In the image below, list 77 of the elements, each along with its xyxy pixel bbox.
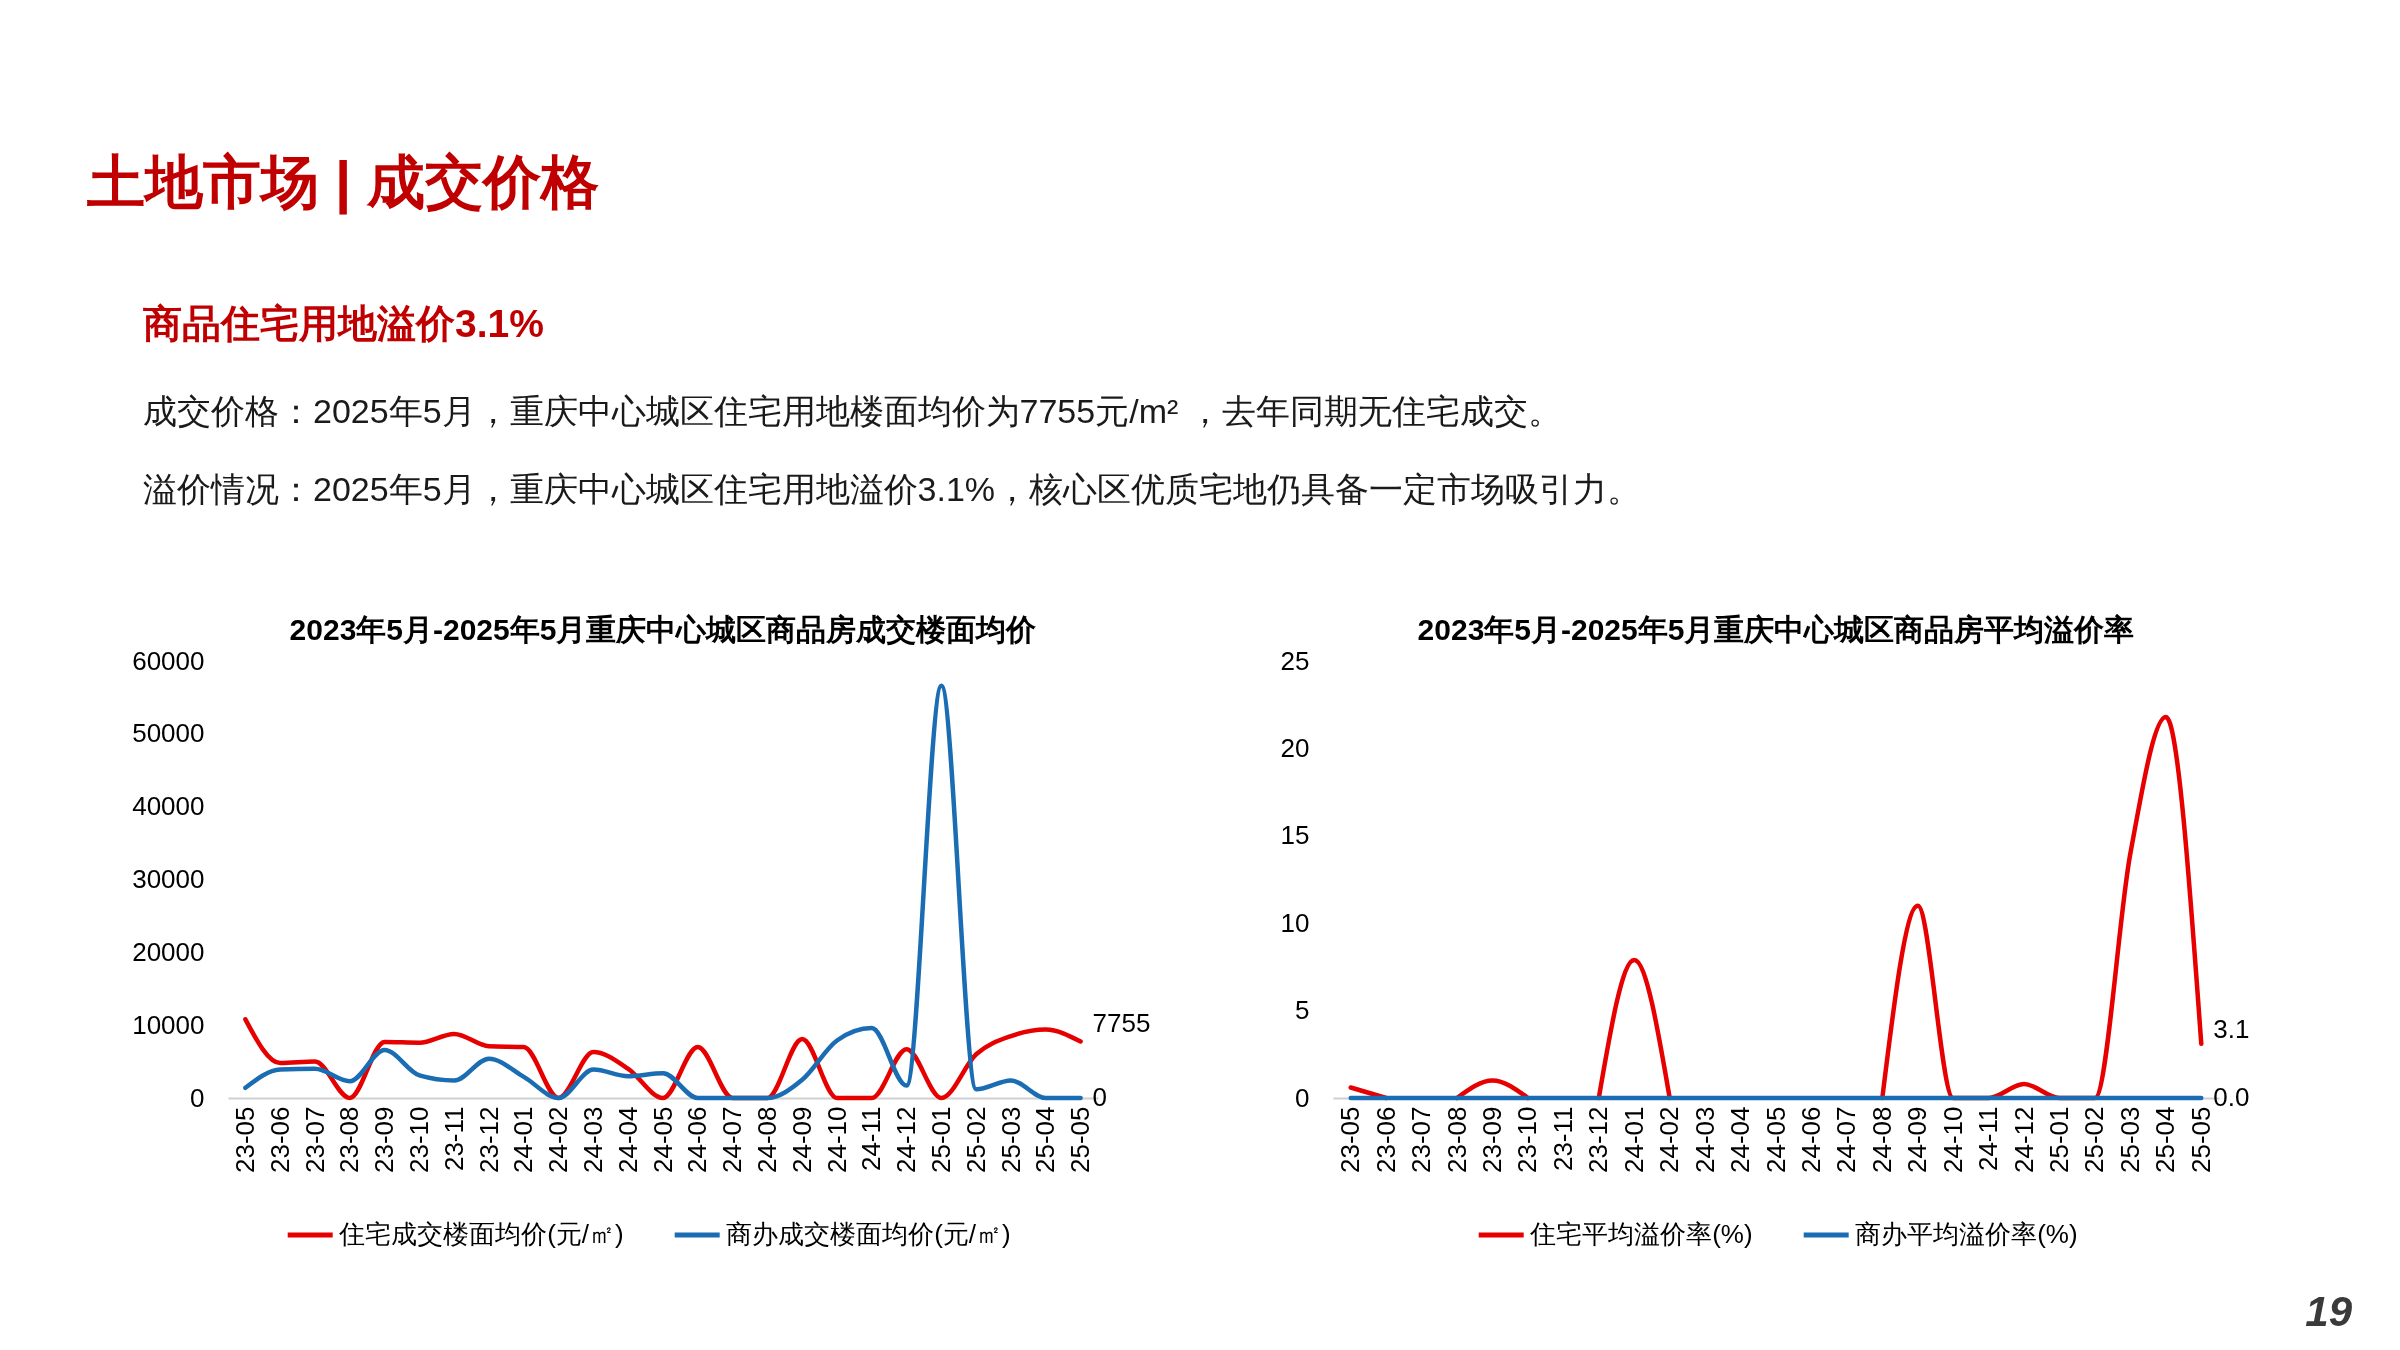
legend-label: 住宅平均溢价率(%) — [1529, 1219, 1753, 1249]
x-tick-label: 25-02 — [960, 1106, 991, 1173]
y-tick-label: 20000 — [132, 936, 205, 967]
x-tick-label: 23-06 — [1370, 1106, 1401, 1173]
y-tick-label: 10 — [1280, 907, 1310, 938]
data-label: 7755 — [1092, 1007, 1151, 1038]
x-tick-label: 25-03 — [2114, 1106, 2145, 1173]
x-tick-label: 24-02 — [543, 1106, 574, 1173]
y-tick-label: 5 — [1295, 995, 1310, 1026]
x-tick-label: 23-05 — [229, 1106, 260, 1173]
x-tick-label: 23-09 — [1476, 1106, 1507, 1173]
x-tick-label: 24-09 — [1902, 1106, 1933, 1173]
y-tick-label: 30000 — [132, 864, 205, 894]
x-tick-label: 24-04 — [612, 1106, 643, 1173]
x-tick-label: 24-08 — [751, 1106, 782, 1173]
y-tick-label: 15 — [1280, 820, 1310, 851]
x-tick-label: 24-05 — [1760, 1106, 1791, 1173]
x-tick-label: 23-08 — [334, 1106, 365, 1173]
y-tick-label: 10000 — [132, 1009, 205, 1040]
text: 成交价格：2025年5月，重庆中心城区住宅用地楼面均价为7755元/m² ，去年同期无住宅成交。 — [143, 392, 1562, 430]
x-tick-label: 24-07 — [717, 1106, 748, 1173]
text: 商品住宅用地溢价3.1% — [143, 302, 544, 345]
x-tick-label: 24-10 — [821, 1106, 852, 1173]
x-tick-label: 23-11 — [1547, 1106, 1578, 1172]
x-tick-label: 23-08 — [1441, 1106, 1472, 1173]
y-tick-label: 25 — [1280, 645, 1310, 676]
x-tick-label: 23-06 — [264, 1106, 295, 1173]
y-tick-label: 20 — [1280, 732, 1310, 763]
x-tick-label: 24-03 — [577, 1106, 608, 1173]
x-tick-label: 24-03 — [1689, 1106, 1720, 1173]
x-tick-label: 24-11 — [856, 1106, 887, 1172]
x-tick-label: 23-12 — [1583, 1106, 1614, 1173]
data-label: 0.0 — [2213, 1082, 2250, 1112]
x-tick-label: 25-02 — [2079, 1106, 2110, 1173]
x-tick-label: 24-12 — [891, 1106, 922, 1173]
y-tick-label: 40000 — [132, 791, 205, 822]
x-tick-label: 25-04 — [2150, 1106, 2181, 1173]
data-label: 3.1 — [2213, 1013, 2250, 1044]
x-tick-label: 23-07 — [1406, 1106, 1437, 1173]
x-tick-label: 23-12 — [473, 1106, 504, 1173]
x-tick-label: 25-05 — [2185, 1106, 2216, 1173]
x-tick-label: 23-07 — [299, 1106, 330, 1173]
x-tick-label: 23-05 — [1335, 1106, 1366, 1173]
text: 土地市场 | 成交价格 — [86, 149, 600, 215]
x-tick-label: 25-04 — [1030, 1106, 1061, 1173]
x-tick-label: 24-06 — [1795, 1106, 1826, 1173]
text: 19 — [2305, 1288, 2353, 1335]
x-tick-label: 24-10 — [1937, 1106, 1968, 1173]
x-tick-label: 23-10 — [403, 1106, 434, 1173]
x-tick-label: 25-03 — [995, 1106, 1026, 1173]
x-tick-label: 24-05 — [647, 1106, 678, 1173]
x-tick-label: 24-11 — [1973, 1106, 2004, 1172]
x-tick-label: 24-06 — [682, 1106, 713, 1173]
chart-title: 2023年5月-2025年5月重庆中心城区商品房成交楼面均价 — [289, 613, 1038, 646]
x-tick-label: 23-11 — [438, 1106, 469, 1172]
y-tick-label: 50000 — [132, 718, 205, 749]
text: 溢价情况：2025年5月，重庆中心城区住宅用地溢价3.1%，核心区优质宅地仍具备一定市场吸引力。 — [143, 470, 1642, 508]
chart-title: 2023年5月-2025年5月重庆中心城区商品房平均溢价率 — [1417, 613, 2135, 646]
line-series — [243, 683, 1083, 1101]
x-tick-label: 24-01 — [1618, 1106, 1649, 1173]
x-tick-label: 24-12 — [2008, 1106, 2039, 1173]
y-tick-label: 0 — [1295, 1082, 1310, 1113]
x-tick-label: 25-01 — [925, 1106, 956, 1173]
x-tick-label: 24-01 — [508, 1106, 539, 1173]
x-tick-label: 23-10 — [1512, 1106, 1543, 1173]
legend-label: 住宅成交楼面均价(元/㎡) — [338, 1219, 624, 1249]
legend-label: 商办成交楼面均价(元/㎡) — [726, 1219, 1011, 1249]
x-tick-label: 23-09 — [369, 1106, 400, 1173]
x-tick-label: 24-07 — [1831, 1106, 1862, 1173]
y-tick-label: 0 — [190, 1082, 205, 1113]
x-tick-label: 24-04 — [1725, 1106, 1756, 1173]
x-tick-label: 25-01 — [2044, 1106, 2075, 1173]
y-tick-label: 60000 — [132, 645, 205, 676]
x-tick-label: 24-09 — [786, 1106, 817, 1173]
x-tick-label: 24-08 — [1866, 1106, 1897, 1173]
x-tick-label: 24-02 — [1654, 1106, 1685, 1173]
legend-label: 商办平均溢价率(%) — [1855, 1219, 2078, 1249]
